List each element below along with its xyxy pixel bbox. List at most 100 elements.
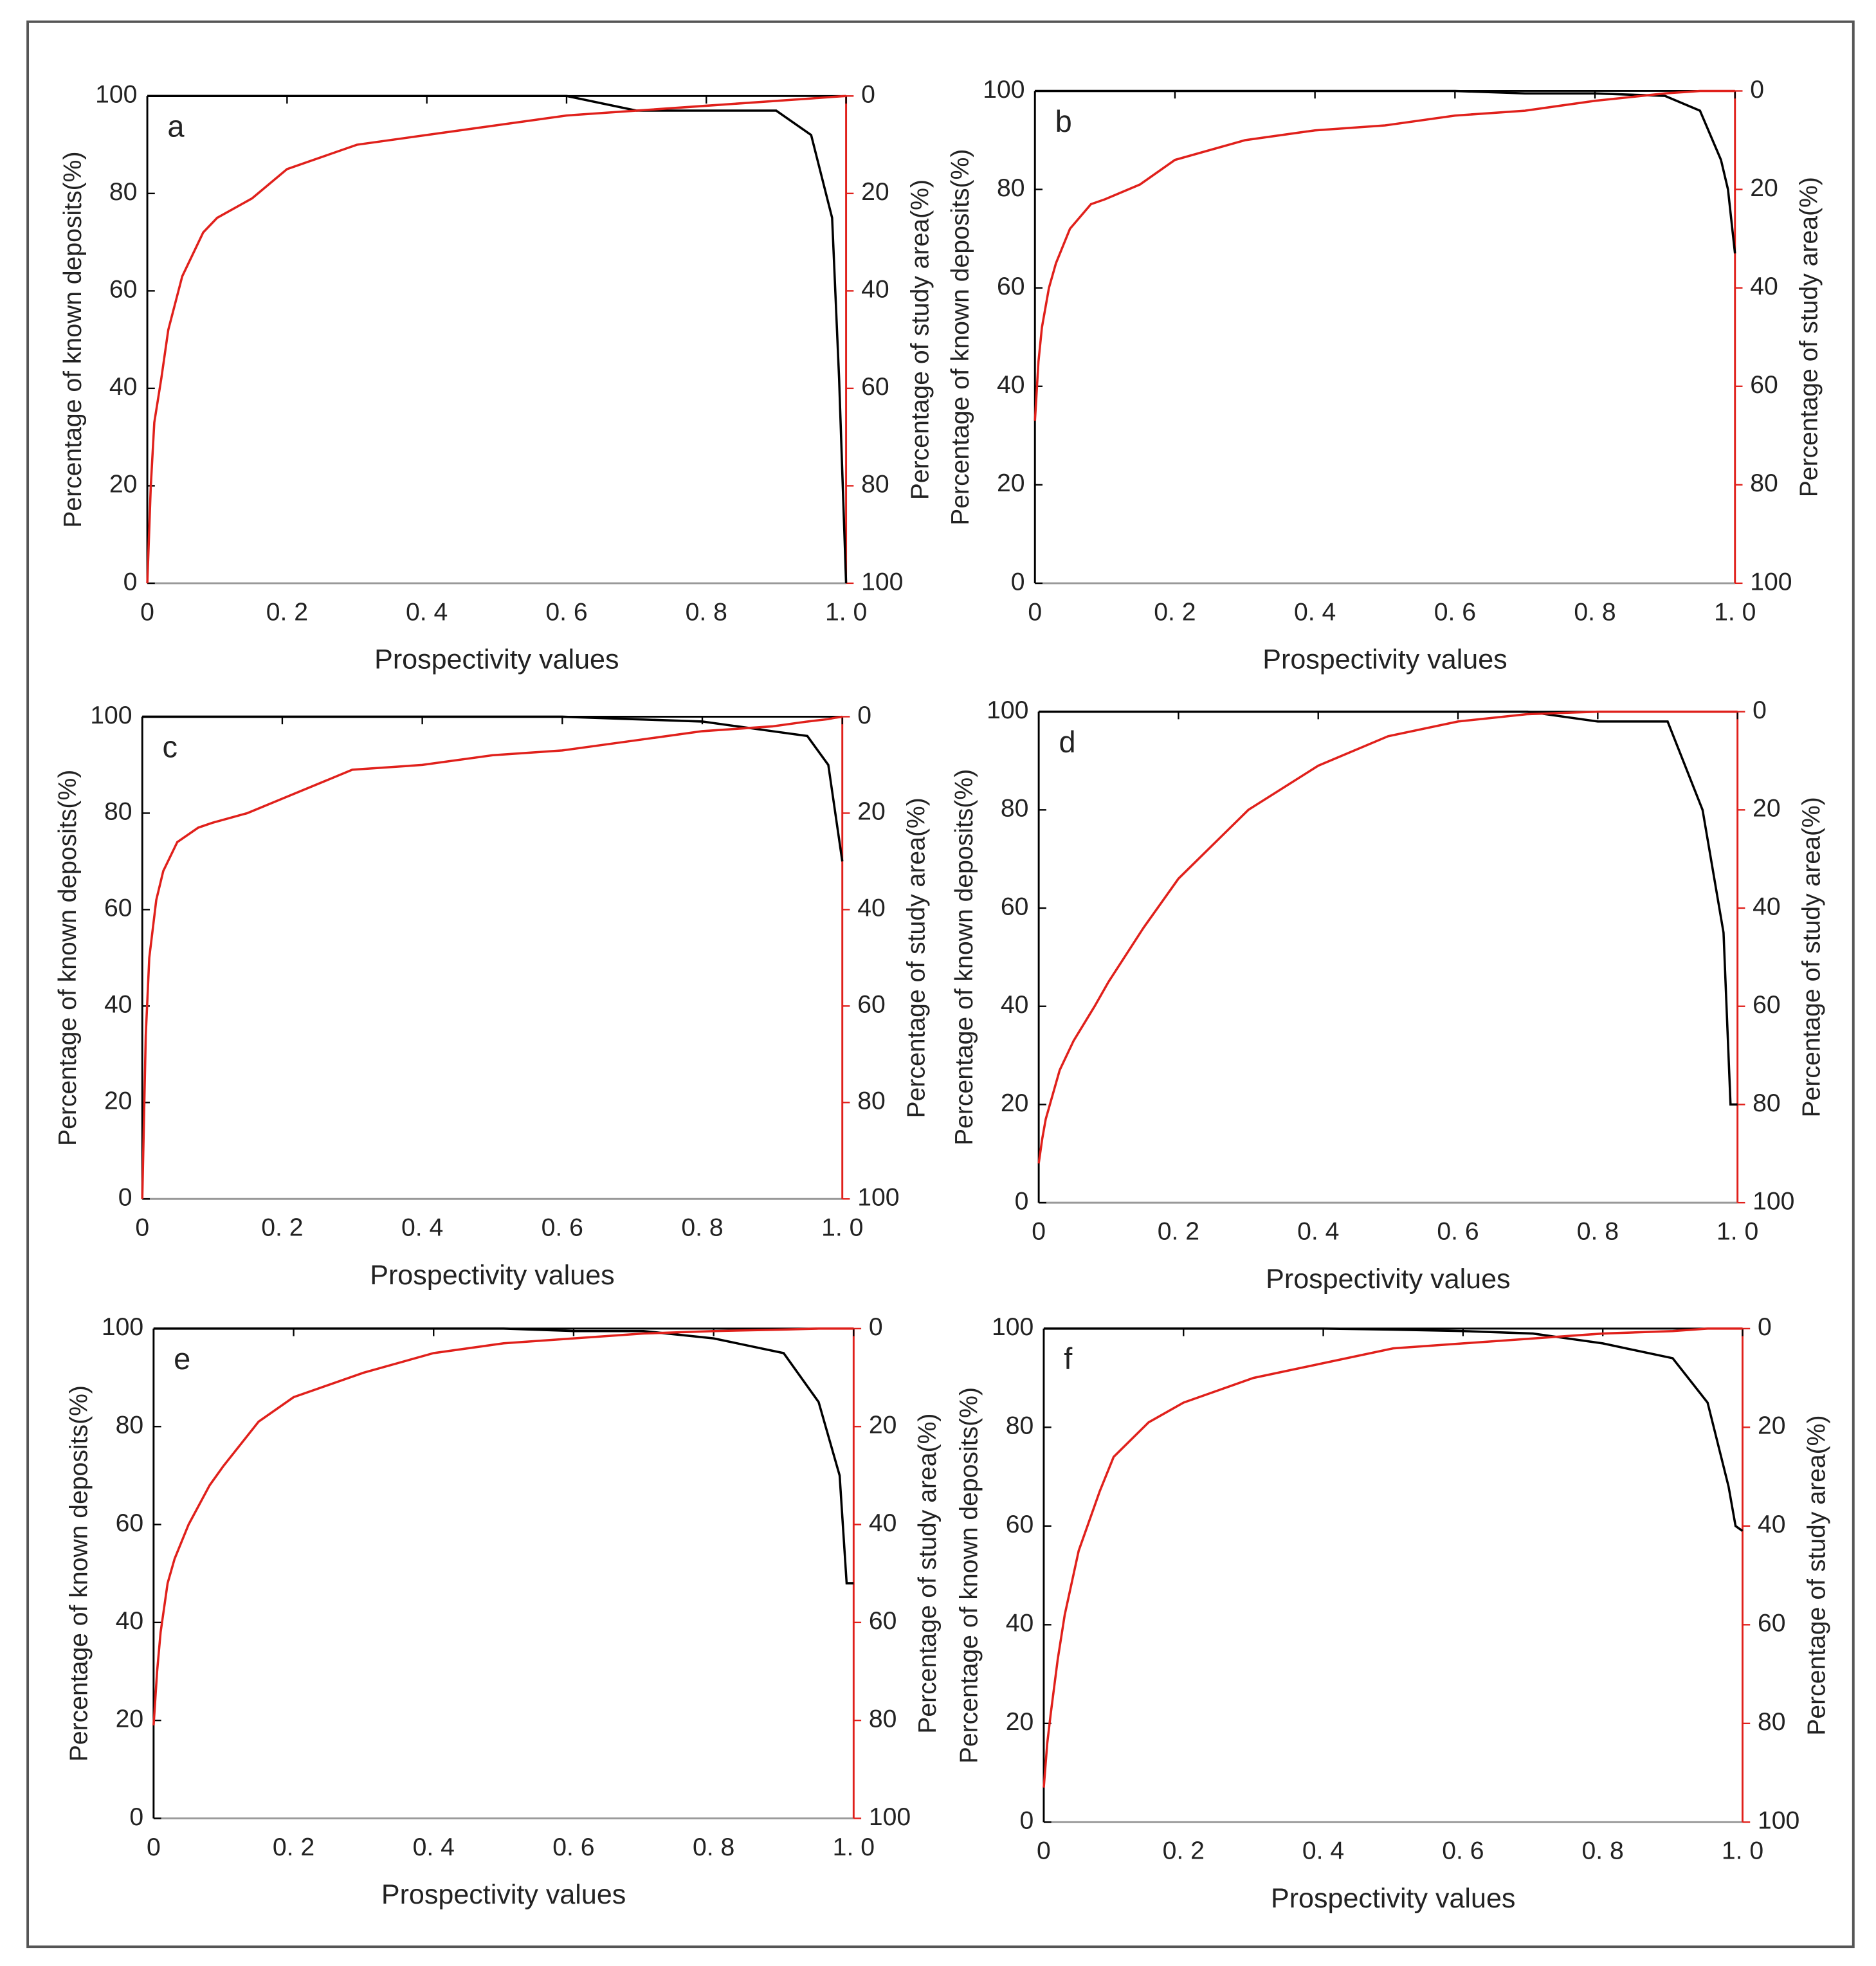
y2-tick-label: 60 xyxy=(1753,991,1781,1019)
y-tick-label: 100 xyxy=(95,81,137,109)
y2-tick-label: 40 xyxy=(869,1509,897,1537)
x-tick-label: 0. 6 xyxy=(1437,1217,1479,1245)
x-tick-label: 0. 6 xyxy=(542,1214,583,1242)
x-tick-label: 0. 4 xyxy=(1302,1837,1344,1865)
y-tick-label: 0 xyxy=(123,568,138,596)
data-line xyxy=(1043,1327,1744,1532)
y-tick-label: 0 xyxy=(1015,1187,1029,1215)
x-tick-label: 0. 6 xyxy=(552,1834,594,1861)
y-tick-label: 40 xyxy=(109,373,138,401)
x-tick-label: 0. 4 xyxy=(1297,1217,1339,1245)
y-axis-label: Percentage of known deposits(%) xyxy=(951,769,978,1145)
y-axis-label: Percentage of known deposits(%) xyxy=(947,149,974,525)
y2-axis-label: Percentage of study area(%) xyxy=(1798,797,1825,1117)
y2-tick-label: 0 xyxy=(1753,696,1767,724)
x-axis-label: Prospectivity values xyxy=(374,644,619,675)
x-tick-label: 0 xyxy=(1028,598,1042,626)
y-tick-label: 80 xyxy=(116,1412,144,1439)
x-tick-label: 0 xyxy=(135,1214,149,1242)
y-tick-label: 80 xyxy=(109,178,138,206)
y-tick-label: 40 xyxy=(1001,991,1029,1019)
x-tick-label: 1. 0 xyxy=(1717,1217,1758,1245)
data-line xyxy=(1034,89,1735,421)
y2-tick-label: 40 xyxy=(1753,893,1781,920)
x-tick-label: 0. 6 xyxy=(545,598,587,626)
y-tick-label: 20 xyxy=(1001,1089,1029,1117)
x-axis-label: Prospectivity values xyxy=(1266,1264,1510,1295)
y2-tick-label: 0 xyxy=(869,1313,883,1341)
x-tick-label: 1. 0 xyxy=(825,598,867,626)
y-tick-label: 80 xyxy=(1006,1412,1034,1440)
y-tick-label: 40 xyxy=(1006,1610,1034,1637)
x-axis-label: Prospectivity values xyxy=(370,1260,614,1291)
y2-tick-label: 40 xyxy=(1750,273,1778,300)
figure-frame xyxy=(26,20,1855,1949)
y-tick-label: 100 xyxy=(992,1313,1034,1341)
y-tick-label: 60 xyxy=(1006,1511,1034,1538)
x-tick-label: 1. 0 xyxy=(1722,1837,1763,1865)
panel-label: f xyxy=(1064,1342,1073,1376)
y-tick-label: 80 xyxy=(104,798,132,826)
data-line xyxy=(152,1327,854,1725)
y2-tick-label: 100 xyxy=(1753,1187,1794,1215)
data-line xyxy=(153,1327,854,1585)
y-tick-label: 60 xyxy=(109,276,138,304)
x-tick-label: 0. 6 xyxy=(1434,598,1476,626)
y-tick-label: 100 xyxy=(102,1313,143,1341)
y-tick-label: 40 xyxy=(104,991,132,1019)
y2-tick-label: 0 xyxy=(1750,76,1764,104)
x-tick-label: 1. 0 xyxy=(833,1834,875,1861)
data-line xyxy=(1035,89,1736,254)
y2-tick-label: 20 xyxy=(861,178,889,206)
y-tick-label: 20 xyxy=(109,471,138,498)
data-line xyxy=(147,95,848,583)
y2-tick-label: 20 xyxy=(1750,174,1778,202)
y2-tick-label: 60 xyxy=(861,373,889,401)
data-line xyxy=(146,95,846,583)
y2-tick-label: 80 xyxy=(869,1705,897,1733)
y-tick-label: 100 xyxy=(90,702,132,729)
data-line xyxy=(1039,710,1738,1106)
x-tick-label: 0. 2 xyxy=(266,598,308,626)
x-tick-label: 0. 4 xyxy=(406,598,448,626)
y-tick-label: 60 xyxy=(997,273,1025,300)
y-tick-label: 100 xyxy=(983,76,1025,104)
y-tick-label: 0 xyxy=(118,1184,132,1212)
y-tick-label: 20 xyxy=(116,1705,144,1733)
y2-tick-label: 80 xyxy=(861,471,889,498)
x-tick-label: 0. 4 xyxy=(401,1214,443,1242)
y2-axis-label: Percentage of study area(%) xyxy=(903,797,931,1118)
y-tick-label: 60 xyxy=(1001,893,1029,920)
x-tick-label: 0. 2 xyxy=(261,1214,303,1242)
x-tick-label: 0. 8 xyxy=(686,598,727,626)
x-tick-label: 0. 8 xyxy=(1577,1217,1619,1245)
y2-tick-label: 40 xyxy=(861,276,889,304)
y2-tick-label: 60 xyxy=(869,1607,897,1635)
y2-tick-label: 0 xyxy=(1758,1313,1772,1341)
data-line xyxy=(142,715,844,862)
y-tick-label: 20 xyxy=(104,1088,132,1115)
x-axis-label: Prospectivity values xyxy=(381,1879,626,1910)
data-line xyxy=(141,715,842,1199)
x-tick-label: 0 xyxy=(1032,1217,1046,1245)
panel-label: b xyxy=(1055,104,1072,138)
y2-tick-label: 60 xyxy=(1750,371,1778,399)
y-tick-label: 0 xyxy=(129,1803,143,1831)
y-tick-label: 60 xyxy=(116,1509,144,1537)
x-tick-label: 0 xyxy=(1037,1837,1051,1865)
x-tick-label: 0. 8 xyxy=(1574,598,1616,626)
data-line xyxy=(1037,710,1738,1164)
x-tick-label: 0. 4 xyxy=(413,1834,455,1861)
y2-tick-label: 100 xyxy=(1750,568,1792,596)
y2-tick-label: 60 xyxy=(1758,1610,1786,1637)
y2-tick-label: 60 xyxy=(857,991,886,1019)
y2-tick-label: 100 xyxy=(857,1184,899,1212)
y-axis-label: Percentage of known deposits(%) xyxy=(59,151,87,527)
x-tick-label: 0. 2 xyxy=(1163,1837,1205,1865)
y2-tick-label: 20 xyxy=(857,798,886,826)
y-axis-label: Percentage of known deposits(%) xyxy=(956,1387,983,1763)
panel-label: e xyxy=(174,1342,190,1376)
y-tick-label: 80 xyxy=(997,174,1025,202)
y-tick-label: 40 xyxy=(997,371,1025,399)
